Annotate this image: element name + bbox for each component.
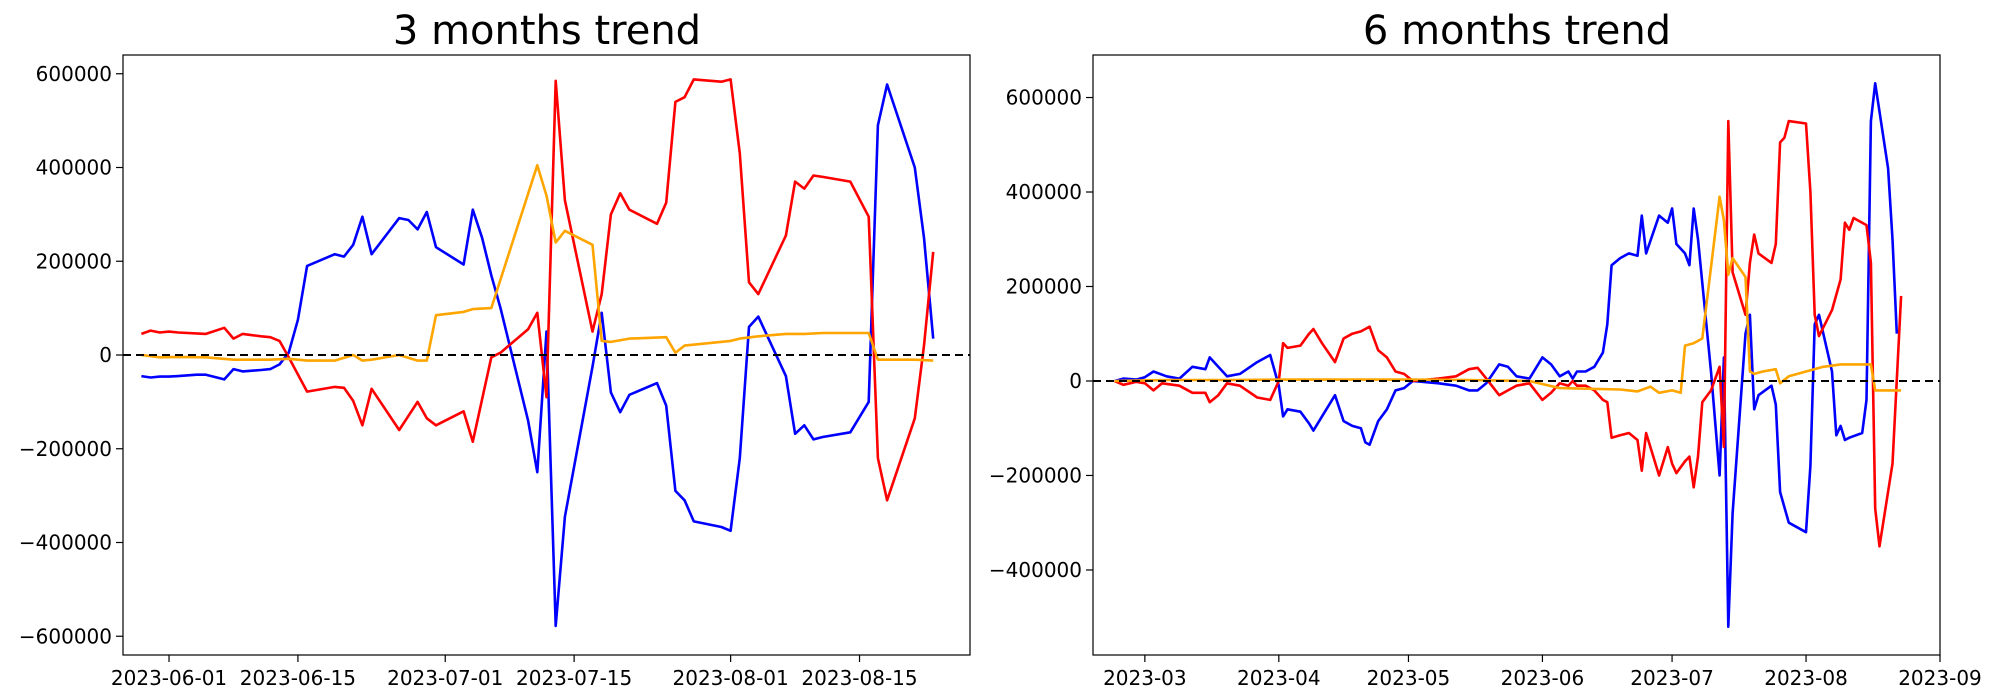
x-tick-label: 2023-04 bbox=[1237, 666, 1321, 690]
x-tick-label: 2023-07 bbox=[1630, 666, 1714, 690]
chart-title: 6 months trend bbox=[1363, 8, 1671, 54]
chart-6-months: 6 months trend −400000 −200000 0 200000 4000… bbox=[989, 8, 1982, 690]
x-tick-label: 2023-06-15 bbox=[240, 666, 356, 690]
x-tick-label: 2023-08-01 bbox=[673, 666, 789, 690]
y-tick-label: 0 bbox=[1069, 369, 1082, 393]
y-tick-label: 600000 bbox=[36, 62, 112, 86]
axes-frame bbox=[1092, 54, 1941, 656]
x-tick-label: 2023-03 bbox=[1103, 666, 1187, 690]
axes: −400000 −200000 0 200000 400000 600000 2023-03… bbox=[989, 54, 1982, 690]
red-series-line bbox=[140, 78, 935, 502]
x-tick-label: 2023-06 bbox=[1501, 666, 1585, 690]
x-tick-label: 2023-08-15 bbox=[801, 666, 917, 690]
red-series-line bbox=[1114, 119, 1903, 548]
x-tick-label: 2023-07-15 bbox=[516, 666, 632, 690]
y-tick-label: 600000 bbox=[1006, 86, 1082, 110]
y-tick-label: 200000 bbox=[36, 249, 112, 273]
x-tick-label: 2023-06-01 bbox=[111, 666, 227, 690]
y-tick-label: 400000 bbox=[1006, 180, 1082, 204]
y-tick-label: −200000 bbox=[19, 437, 112, 461]
y-tick-label: 400000 bbox=[36, 156, 112, 180]
x-tick-label: 2023-07-01 bbox=[387, 666, 503, 690]
plot-area bbox=[123, 78, 970, 628]
orange-series-line bbox=[1114, 195, 1902, 395]
x-tick-label: 2023-05 bbox=[1367, 666, 1451, 690]
y-tick-label: −400000 bbox=[19, 531, 112, 555]
axes: −600000 −400000 −200000 0 200000 400000 600000… bbox=[19, 54, 971, 690]
chart-title: 3 months trend bbox=[393, 8, 701, 54]
blue-series-line bbox=[141, 83, 935, 628]
plot-area bbox=[1093, 82, 1940, 628]
blue-series-line bbox=[1114, 82, 1899, 628]
y-tick-label: −200000 bbox=[989, 463, 1082, 487]
chart-3-months: 3 months trend −600000 −400000 −200000 0 200… bbox=[19, 8, 971, 690]
orange-series-line bbox=[141, 163, 934, 362]
x-tick-label: 2023-08 bbox=[1764, 666, 1848, 690]
x-tick-label: 2023-09 bbox=[1898, 666, 1982, 690]
y-tick-label: −600000 bbox=[19, 624, 112, 648]
y-tick-label: 0 bbox=[99, 343, 112, 367]
y-tick-label: 200000 bbox=[1006, 274, 1082, 298]
y-tick-label: −400000 bbox=[989, 558, 1082, 582]
